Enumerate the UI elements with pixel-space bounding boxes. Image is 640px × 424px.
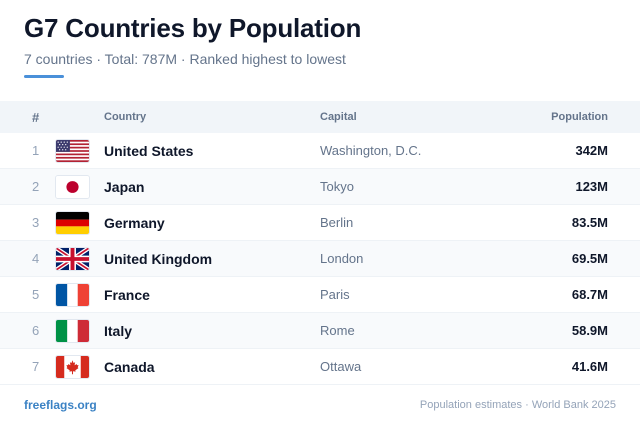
table-header: # Country Capital Population — [0, 101, 640, 133]
germany-flag-icon — [55, 210, 90, 235]
table-row: 1 United States Washington, D.C. 34 — [0, 133, 640, 169]
page-subtitle: 7 countries · Total: 787M · Ranked highe… — [24, 51, 346, 67]
capital-cell: Berlin — [320, 215, 354, 230]
accent-bar — [24, 75, 64, 78]
country-cell: Canada — [104, 358, 155, 375]
capital-cell: Rome — [320, 323, 355, 338]
table-row: 7 Canada Ottawa 41.6M — [0, 349, 640, 385]
table-row: 5 France Paris 68.7M — [0, 277, 640, 313]
column-header-capital: Capital — [320, 111, 357, 123]
capital-cell: Tokyo — [320, 179, 354, 194]
rank-cell: 7 — [32, 359, 40, 374]
population-cell: 83.5M — [571, 215, 608, 230]
page-title: G7 Countries by Population — [24, 13, 362, 43]
japan-flag-icon — [55, 174, 90, 199]
column-header-population: Population — [551, 111, 608, 123]
rank-cell: 6 — [32, 323, 40, 338]
country-cell: United Kingdom — [104, 250, 213, 267]
country-cell: United States — [104, 142, 194, 159]
table-row: 6 Italy Rome 58.9M — [0, 313, 640, 349]
rank-cell: 2 — [32, 179, 40, 194]
capital-cell: Ottawa — [320, 359, 362, 374]
population-cell: 41.6M — [571, 359, 608, 374]
column-header-rank: # — [32, 109, 40, 125]
capital-cell: Washington, D.C. — [320, 143, 422, 158]
country-cell: Italy — [104, 322, 133, 339]
freeflags-link[interactable]: freeflags.org — [24, 398, 97, 412]
population-table: # Country Capital Population 1 — [0, 101, 640, 385]
rank-cell: 1 — [32, 143, 40, 158]
population-cell: 69.5M — [571, 251, 608, 266]
rank-cell: 5 — [32, 287, 40, 302]
table-row: 4 United Kingdom London 69.5M — [0, 241, 640, 277]
capital-cell: London — [320, 251, 364, 266]
population-cell: 58.9M — [571, 323, 608, 338]
rank-cell: 4 — [32, 251, 40, 266]
country-cell: France — [104, 286, 150, 303]
table-row: 2 Japan Tokyo 123M — [0, 169, 640, 205]
column-header-country: Country — [104, 111, 147, 123]
us-flag-icon — [55, 138, 90, 163]
canada-flag-icon — [55, 354, 90, 379]
population-cell: 123M — [575, 179, 608, 194]
population-cell: 342M — [575, 143, 608, 158]
uk-flag-icon — [55, 246, 90, 271]
data-source-note: Population estimates · World Bank 2025 — [419, 399, 616, 411]
population-cell: 68.7M — [571, 287, 608, 302]
country-cell: Japan — [104, 178, 145, 195]
italy-flag-icon — [55, 318, 90, 343]
rank-cell: 3 — [32, 215, 40, 230]
page-footer: freeflags.org Population estimates · Wor… — [24, 398, 616, 412]
table-row: 3 Germany Berlin 83.5M — [0, 205, 640, 241]
country-cell: Germany — [104, 214, 165, 231]
france-flag-icon — [55, 282, 90, 307]
page-header: G7 Countries by Population 7 countries ·… — [24, 12, 616, 78]
capital-cell: Paris — [320, 287, 350, 302]
